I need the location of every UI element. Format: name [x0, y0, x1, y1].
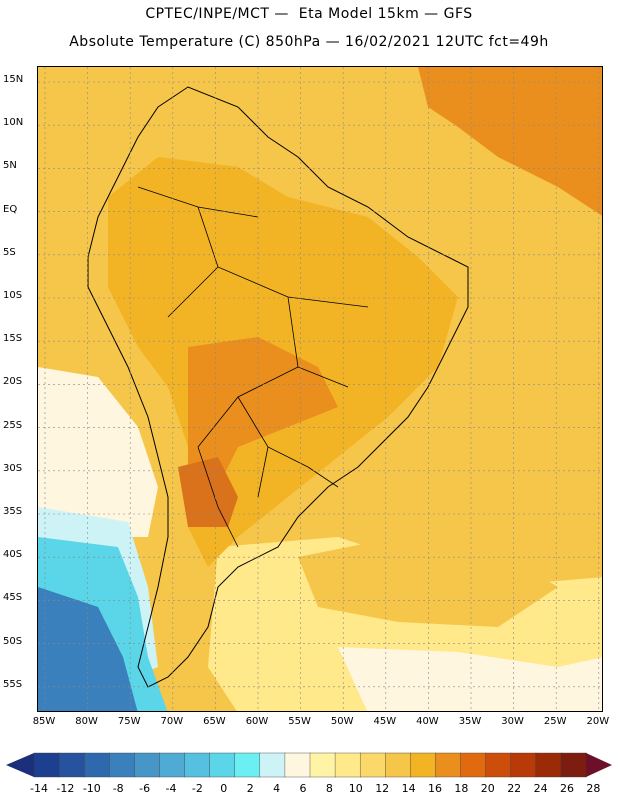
color-scale-swatch [510, 752, 537, 778]
color-scale-swatch [410, 752, 437, 778]
mild-region-south-pacific [38, 367, 158, 537]
color-scale-swatch [58, 752, 85, 778]
color-scale-label: 4 [273, 782, 281, 795]
color-scale-label: 2 [246, 782, 254, 795]
color-scale-swatch [309, 752, 336, 778]
color-scale-label: 0 [220, 782, 228, 795]
latitude-label: 15N [3, 74, 24, 85]
color-scale-label: 26 [560, 782, 574, 795]
latitude-label: 25S [3, 419, 23, 431]
color-scale-label: -4 [165, 782, 177, 795]
longitude-label: 35W [458, 716, 482, 727]
color-scale-low-arrow [6, 753, 34, 777]
longitude-label: 40W [416, 716, 439, 727]
latitude-label: 5S [3, 246, 16, 258]
latitude-label: 30S [3, 462, 23, 474]
color-scale-swatch [259, 752, 286, 778]
longitude-label: 70W [160, 716, 184, 727]
latitude-label: 5N [3, 160, 17, 172]
longitude-label: 65W [203, 716, 226, 727]
latitude-label: 15S [3, 333, 23, 345]
lat-lon-grid [38, 67, 602, 711]
color-scale-label: -10 [82, 782, 101, 795]
color-scale-swatch [209, 752, 236, 778]
color-scale-label: -12 [56, 782, 75, 795]
color-scale-swatch [284, 752, 311, 778]
hottest-region-argentina [178, 457, 238, 527]
color-scale-label: 8 [325, 782, 333, 795]
latitude-label: 20S [3, 376, 23, 388]
color-scale-label: 18 [454, 782, 469, 795]
color-scale-swatch [560, 752, 587, 778]
color-scale-swatch [109, 752, 136, 778]
color-scale-swatch [159, 752, 186, 778]
map-title-line-2: Absolute Temperature (C) 850hPa — 16/02/… [69, 34, 549, 50]
color-scale-bar [6, 752, 612, 778]
color-scale-label: -8 [112, 782, 124, 795]
latitude-label: 45S [3, 592, 23, 604]
color-scale-label: -6 [139, 782, 151, 795]
color-scale-label: -2 [191, 782, 203, 795]
color-scale-label: 20 [480, 782, 495, 795]
latitude-label: 35S [3, 506, 23, 517]
color-scale-swatch [460, 752, 487, 778]
longitude-label: 30W [501, 716, 524, 727]
longitude-label: 85W [32, 716, 56, 727]
color-scale-swatch [134, 752, 161, 778]
warm-region-south-atlantic [298, 537, 558, 627]
color-scale-swatch [359, 752, 386, 778]
map-title-line-1: CPTEC/INPE/MCT — Eta Model 15km — GFS [145, 6, 473, 22]
temperature-map [37, 66, 603, 712]
cool-region-south-atlantic [338, 647, 602, 711]
longitude-label: 50W [330, 716, 354, 727]
color-scale-swatch [535, 752, 562, 778]
longitude-label: 55W [288, 716, 311, 727]
latitude-label: 40S [3, 549, 23, 561]
color-scale-swatch [184, 752, 211, 778]
color-scale-swatch [385, 752, 412, 778]
temperature-map-canvas [38, 67, 602, 711]
color-scale-label: -14 [30, 782, 48, 795]
country-borders [137, 186, 369, 548]
color-scale-label: 28 [586, 782, 601, 795]
hotter-region-continent [188, 337, 338, 487]
color-scale-high-arrow [586, 753, 612, 777]
color-scale-label: 6 [299, 782, 307, 795]
color-scale-swatch [435, 752, 462, 778]
latitude-label: 55S [3, 678, 23, 690]
color-scale-swatch [83, 752, 110, 778]
color-scale-swatch [33, 752, 60, 778]
latitude-label: 10S [3, 290, 23, 301]
color-scale-label: 22 [507, 782, 522, 795]
latitude-label: 10N [3, 117, 24, 129]
color-scale-label: 16 [428, 782, 442, 795]
longitude-label: 45W [373, 716, 397, 727]
latitude-label: 50S [3, 635, 23, 647]
longitude-label: 20W [586, 716, 610, 727]
longitude-label: 60W [245, 716, 269, 727]
longitude-label: 80W [75, 716, 98, 727]
color-scale-label: 14 [401, 782, 416, 795]
color-scale-label: 10 [348, 782, 363, 795]
latitude-label: EQ [3, 203, 18, 215]
color-scale-label: 24 [533, 782, 548, 795]
color-scale-swatch [234, 752, 261, 778]
longitude-label: 75W [117, 716, 141, 727]
color-scale-swatch [334, 752, 361, 778]
color-scale-swatches [33, 752, 587, 778]
south-america-coastline [87, 86, 469, 688]
longitude-label: 25W [543, 716, 567, 727]
color-scale-swatch [485, 752, 512, 778]
color-scale-label: 12 [375, 782, 390, 795]
